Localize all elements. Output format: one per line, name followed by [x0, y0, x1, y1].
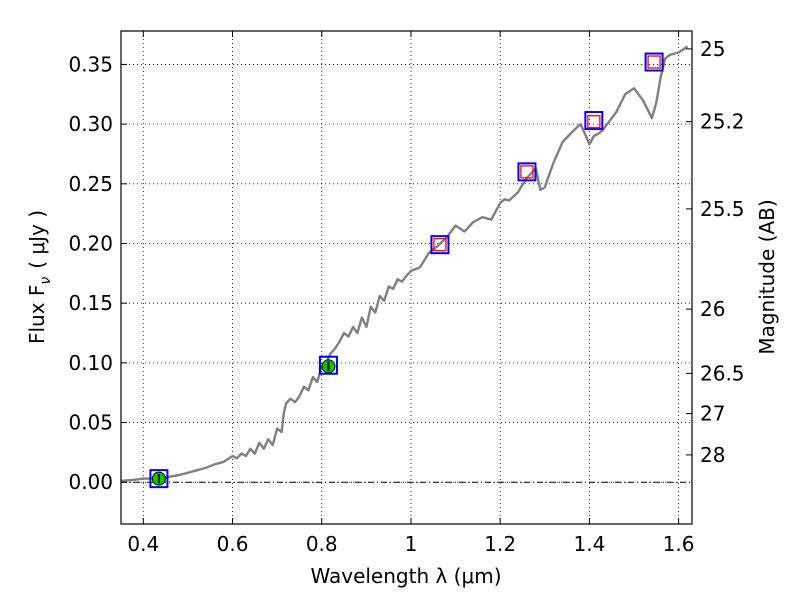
y2-tick-label: 28	[700, 443, 725, 467]
spectrum-line	[120, 45, 689, 483]
svg-text:Flux Fν( μJy ): Flux Fν ( μJy )	[25, 210, 54, 344]
x-tick-label: 0.8	[306, 532, 338, 556]
x-tick-label: 1.2	[484, 532, 516, 556]
y2-axis-ticks: 25 25.2 25.5 26 26.5 27 28	[686, 37, 745, 467]
x-tick-label: 1	[405, 532, 418, 556]
upper-limit-point	[587, 115, 601, 129]
model-photometry-point	[517, 162, 537, 182]
y-axis-label: Flux Fν ( μJy )	[25, 210, 54, 344]
y-axis-ticks: 0.00 0.05 0.10 0.15 0.20 0.25 0.30 0.35	[68, 52, 127, 494]
upper-limit-point	[520, 165, 534, 179]
y-tick-label: 0.00	[68, 470, 113, 494]
series-layer	[120, 45, 689, 489]
y-axis-label-sub: ν	[38, 277, 54, 285]
y2-tick-label: 25	[700, 37, 725, 61]
model-photometry-point	[644, 52, 664, 72]
upper-limit-point	[433, 238, 447, 252]
x-tick-label: 1.4	[573, 532, 605, 556]
y2-tick-label: 25.2	[700, 110, 745, 134]
y-tick-label: 0.05	[68, 411, 113, 435]
y2-axis-label: Magnitude (AB)	[755, 199, 779, 354]
x-tick-label: 0.4	[127, 532, 159, 556]
y2-tick-label: 26.5	[700, 361, 745, 385]
plot-frame	[120, 30, 693, 525]
model-photometry-point	[149, 469, 169, 489]
x-tick-label: 1.6	[663, 532, 695, 556]
model-photometry-point	[318, 355, 338, 375]
y-tick-label: 0.10	[68, 351, 113, 375]
y-axis-label-main: Flux F	[25, 285, 49, 344]
model-photometry-point	[584, 111, 604, 131]
x-axis-label: Wavelength λ (μm)	[310, 564, 501, 588]
y-tick-label: 0.15	[68, 291, 113, 315]
y-tick-label: 0.25	[68, 172, 113, 196]
y2-tick-label: 26	[700, 297, 725, 321]
upper-limit-point	[647, 55, 661, 69]
model-photometry-point	[430, 235, 450, 255]
x-tick-label: 0.6	[217, 532, 249, 556]
x-axis-ticks: 0.4 0.6 0.8 1 1.2 1.4 1.6	[127, 31, 695, 556]
y-tick-label: 0.35	[68, 52, 113, 76]
y2-tick-label: 27	[700, 402, 725, 426]
y-axis-label-unit: ( μJy )	[25, 210, 49, 269]
y2-tick-label: 25.5	[700, 197, 745, 221]
y-tick-label: 0.30	[68, 112, 113, 136]
y-tick-label: 0.20	[68, 231, 113, 255]
